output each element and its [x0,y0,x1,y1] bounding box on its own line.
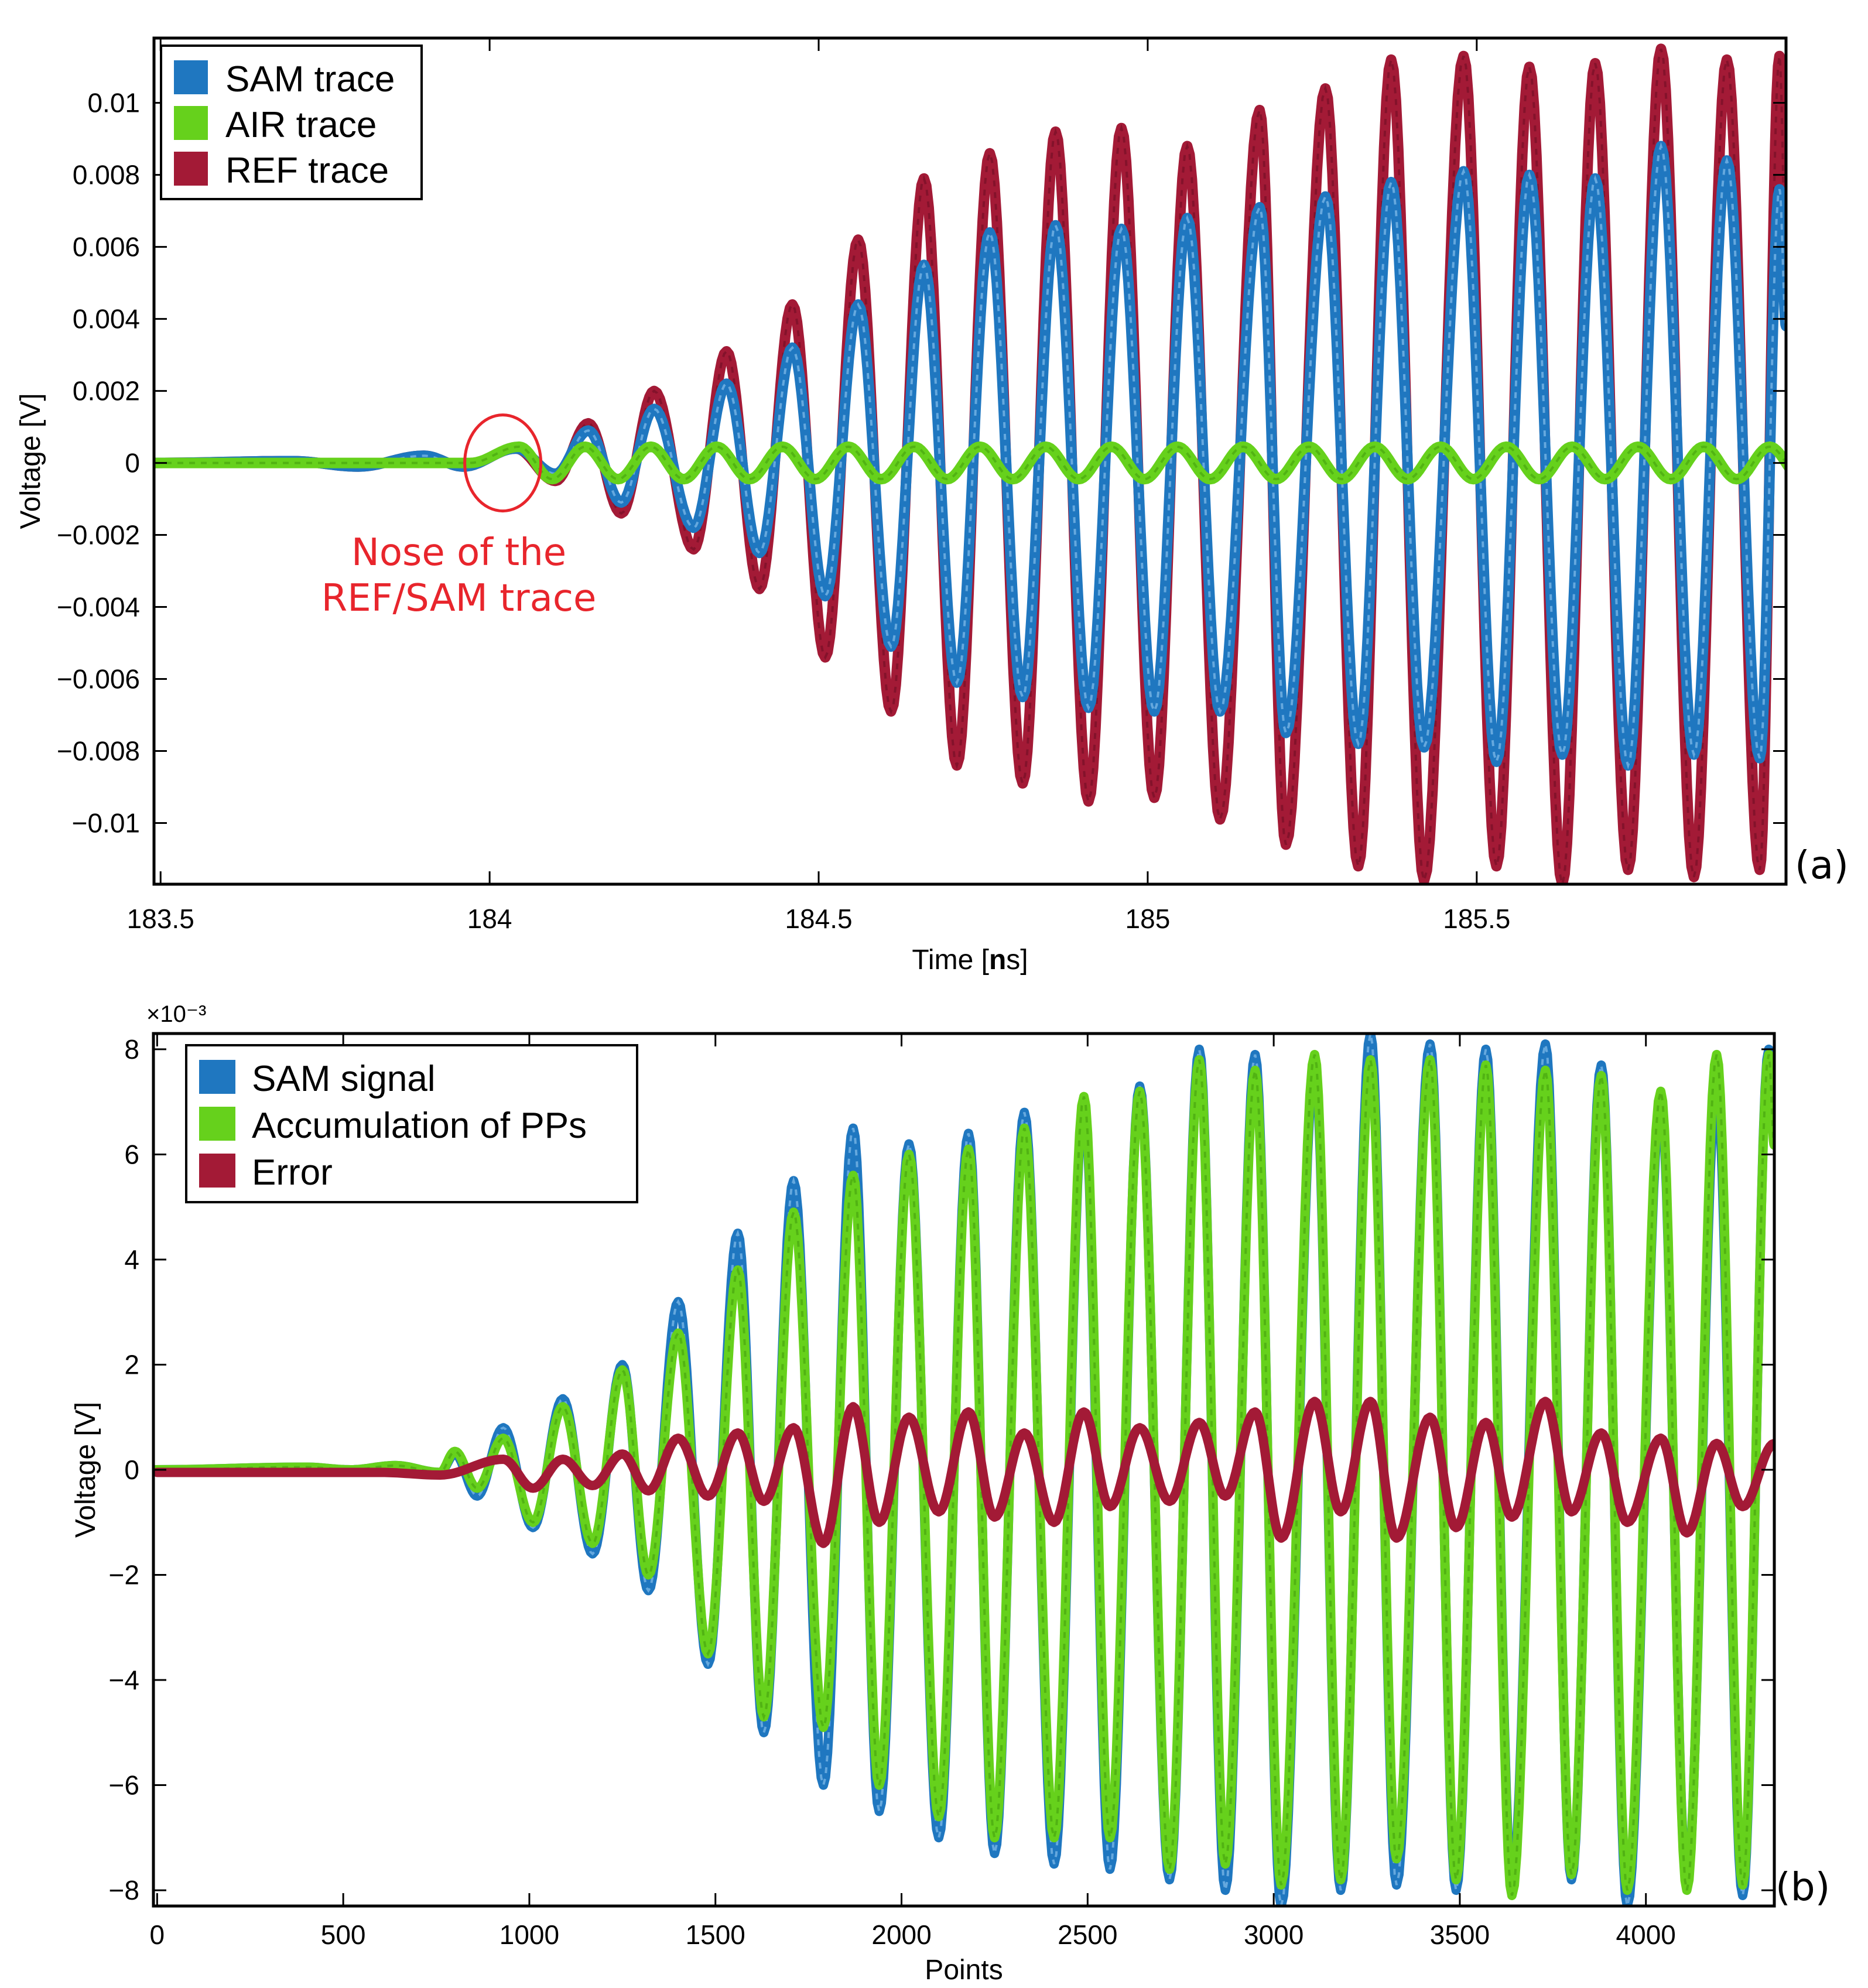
legend: SAM signal Accumulation of PPs Error [185,1044,638,1203]
plot-area [153,1034,1774,1906]
y-tick-label: 0.002 [73,376,140,406]
legend-swatch-sam [174,60,208,94]
x-tick-label: 185.5 [1443,904,1510,934]
x-tick-label: 500 [321,1919,366,1950]
series-sam-dash [153,1034,1774,1906]
panel-label: (a) [1795,843,1849,888]
y-tick-label: −0.01 [72,807,140,838]
y-tick-label: 0.008 [73,160,140,190]
x-tick-label: 0 [150,1919,165,1950]
legend-swatch-ref [174,152,208,186]
y-tick-label: −2 [109,1560,139,1590]
y-tick-label: 0 [124,1455,139,1485]
y-tick-label: −0.008 [57,735,140,766]
y-tick-label: 0.01 [87,88,140,118]
x-tick-label: 4000 [1616,1919,1676,1950]
legend-entry-ref: REF trace [225,150,389,191]
y-tick-label: 8 [124,1034,139,1065]
x-tick-label: 3500 [1430,1919,1490,1950]
annotation-text-line1: Nose of the [351,531,566,574]
y-tick-label: −0.004 [57,592,140,622]
y-tick-label: 4 [124,1244,139,1275]
x-tick-label: 183.5 [127,904,194,934]
series-air-dash [153,1054,1774,1896]
y-tick-label: −4 [109,1665,139,1695]
legend-entry-ref: Error [252,1152,333,1193]
x-tick-label: 185 [1125,904,1171,934]
legend-swatch-sam [199,1060,235,1094]
chart-panel-a: 0.01 0.008 0.006 0.004 0.002 0 −0.002 −0.004 −0.… [15,36,1849,976]
legend: SAM trace AIR trace REF trace [160,45,423,200]
y-axis-label: Voltage [V] [70,1402,101,1538]
y-tick-label: −0.002 [57,520,140,550]
legend-entry-sam: SAM signal [252,1059,436,1099]
y-axis-label: Voltage [V] [15,393,46,529]
series-sam-dash [154,142,1786,769]
legend-swatch-air [174,106,208,140]
y-tick-label: 0 [125,448,140,478]
y-tick-label: 0.004 [73,304,140,334]
plot-area [154,43,1786,884]
x-tick-label: 184.5 [785,904,852,934]
legend-entry-air: Accumulation of PPs [252,1106,587,1146]
y-tick-label: −8 [109,1875,139,1905]
x-tick-label: 1000 [499,1919,559,1950]
x-tick-label: 3000 [1244,1919,1304,1950]
legend-swatch-ref [199,1154,235,1188]
legend-entry-sam: SAM trace [225,59,395,100]
legend-swatch-air [199,1107,235,1141]
y-tick-label: 2 [124,1349,139,1380]
x-axis-label: Points [925,1955,1003,1986]
chart-panel-b: 8 6 4 2 0 −2 −4 −6 −8 0 500 1000 1500 2000 2500 3000 350… [70,1001,1830,1986]
x-axis-label: Time [ns] [912,945,1028,976]
annotation-circle [463,413,543,513]
y-multiplier: ×10⁻³ [146,1001,206,1027]
x-tick-label: 1500 [686,1919,745,1950]
legend-entry-air: AIR trace [225,105,377,145]
x-tick-label: 2000 [871,1919,931,1950]
x-tick-label: 184 [467,904,512,934]
series-air-dash [154,445,1786,481]
y-tick-label: −6 [109,1770,139,1801]
y-tick-label: 0.006 [73,232,140,262]
y-tick-label: 6 [124,1139,139,1169]
panel-label: (b) [1775,1864,1830,1910]
x-tick-label: 2500 [1058,1919,1117,1950]
axes-frame [152,36,1788,886]
y-tick-label: −0.006 [57,664,140,694]
series-ref-line [153,1397,1774,1548]
legend-box [185,1044,638,1203]
annotation-text-line2: REF/SAM trace [321,577,597,620]
